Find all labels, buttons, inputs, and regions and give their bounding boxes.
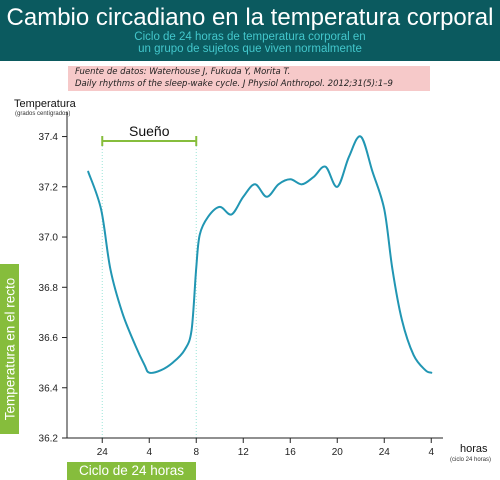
x-axis-title: horas <box>460 443 488 455</box>
x-tick-label: 8 <box>193 447 199 458</box>
header-banner <box>0 0 500 61</box>
y-tick-label: 36.4 <box>39 383 59 394</box>
chart-series <box>87 135 433 374</box>
sleep-indicator: Sueño <box>101 123 198 438</box>
x-tick-label: 12 <box>238 447 250 458</box>
x-tick-label: 4 <box>428 447 434 458</box>
x-tick-label: 20 <box>332 447 344 458</box>
chart-axes <box>66 112 443 439</box>
y-tick-label: 36.6 <box>39 333 59 344</box>
source-line-2: Daily rhythms of the sleep-wake cycle. J… <box>75 78 393 89</box>
chart-ticks: 36.2 36.4 36.6 36.8 37.0 37.2 37.4 24 4 8 12 16 20 24… <box>39 132 435 458</box>
y-axis-side-label-box <box>0 264 19 434</box>
y-tick-label: 36.2 <box>39 434 59 445</box>
subtitle-line-1: Ciclo de 24 horas de temperatura corpora… <box>134 31 366 43</box>
cycle-label: Ciclo de 24 horas <box>67 462 196 480</box>
y-tick-label: 37.2 <box>39 182 59 193</box>
source-citation: Fuente de datos: Waterhouse J, Fukuda Y,… <box>68 66 430 91</box>
y-tick-label: 37.4 <box>39 132 59 143</box>
x-tick-label: 24 <box>97 447 109 458</box>
x-tick-label: 24 <box>379 447 391 458</box>
x-tick-label: 16 <box>285 447 297 458</box>
y-tick-label: 36.8 <box>39 283 59 294</box>
temperature-series-line <box>87 135 433 374</box>
subtitle-line-2: un grupo de sujetos que viven normalment… <box>138 43 362 55</box>
y-axis-unit: (grados centígrados) <box>15 111 71 117</box>
sleep-label: Sueño <box>129 123 170 139</box>
y-axis-title: Temperatura <box>14 98 76 110</box>
x-tick-label: 4 <box>146 447 152 458</box>
x-axis-unit: (ciclo 24 horas) <box>450 457 492 463</box>
y-tick-label: 37.0 <box>39 233 59 244</box>
page-title: Cambio circadiano en la temperatura corp… <box>6 4 494 31</box>
page-subtitle: Ciclo de 24 horas de temperatura corpora… <box>0 31 500 55</box>
source-line-1: Fuente de datos: Waterhouse J, Fukuda Y,… <box>75 67 291 77</box>
